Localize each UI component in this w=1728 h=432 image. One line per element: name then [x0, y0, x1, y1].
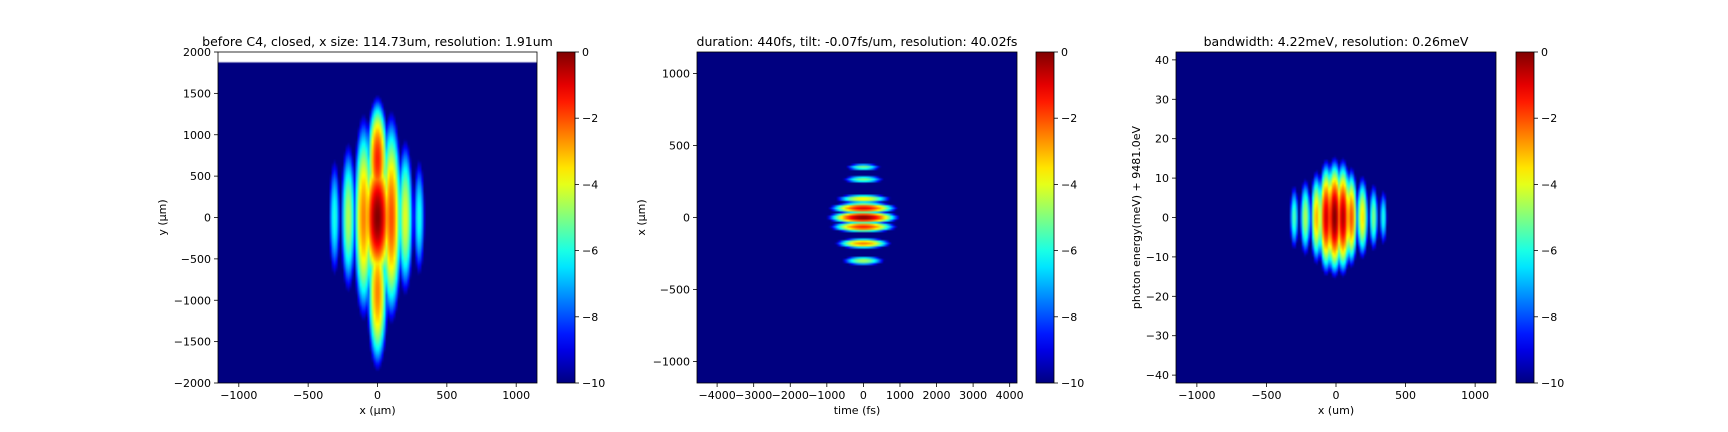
heatmap-image: [218, 52, 537, 383]
panel-title: bandwidth: 4.22meV, resolution: 0.26meV: [1204, 34, 1469, 49]
x-tick-label: 500: [1395, 389, 1416, 402]
x-tick-label: 1000: [1461, 389, 1489, 402]
heatmap-image: [1176, 52, 1496, 383]
y-tick-label: −20: [1146, 290, 1169, 303]
x-tick-label: 0: [860, 389, 867, 402]
x-tick-label: 1000: [886, 389, 914, 402]
colorbar-tick-label: −2: [1541, 112, 1557, 125]
y-tick-label: 20: [1155, 133, 1169, 146]
x-tick-label: −1000: [1178, 389, 1215, 402]
x-tick-label: 4000: [996, 389, 1024, 402]
colorbar-tick-label: −6: [1061, 245, 1077, 258]
beam-profile-panel: −1000 −500 0 500 1000 −2000 −1500 −1000 −500 0 500…: [156, 34, 605, 417]
x-tick-label: −2000: [772, 389, 809, 402]
x-tick-label: 3000: [959, 389, 987, 402]
y-tick-label: 10: [1155, 172, 1169, 185]
colorbar-tick-label: −10: [1061, 377, 1084, 390]
y-tick-label: −1000: [653, 355, 690, 368]
y-tick-label: −1000: [174, 294, 211, 307]
x-tick-label: 2000: [923, 389, 951, 402]
colorbar-tick-label: −10: [582, 377, 605, 390]
colorbar-tick-label: −10: [1541, 377, 1564, 390]
colorbar: [556, 51, 576, 384]
y-tick-label: 40: [1155, 54, 1169, 67]
x-tick-label: −500: [293, 389, 323, 402]
colorbar-tick-label: −8: [1061, 311, 1077, 324]
x-tick-label: 0: [1333, 389, 1340, 402]
y-tick-label: 0: [683, 212, 690, 225]
y-tick-label: −2000: [174, 377, 211, 390]
y-tick-label: −40: [1146, 369, 1169, 382]
x-tick-label: −3000: [735, 389, 772, 402]
y-tick-label: −30: [1146, 330, 1169, 343]
y-tick-label: 1000: [662, 68, 690, 81]
y-tick-label: 2000: [183, 46, 211, 59]
y-tick-label: 0: [204, 212, 211, 225]
colorbar-tick-label: −2: [582, 112, 598, 125]
panel-title: before C4, closed, x size: 114.73um, res…: [202, 34, 553, 49]
colorbar: [1515, 51, 1535, 384]
colorbar-tick-label: −2: [1061, 112, 1077, 125]
y-tick-label: −10: [1146, 251, 1169, 264]
x-tick-label: 0: [374, 389, 381, 402]
colorbar-tick-label: 0: [1061, 46, 1068, 59]
colorbar-tick-label: −6: [582, 245, 598, 258]
y-axis-label: x (μm): [635, 199, 648, 235]
colorbar-tick-label: −4: [1061, 178, 1077, 191]
panel-title: duration: 440fs, tilt: -0.07fs/um, resol…: [697, 34, 1018, 49]
spectral-profile-panel: −1000 −500 0 500 1000−40−30−20−10010203040ba…: [1130, 34, 1564, 417]
y-tick-label: 500: [190, 170, 211, 183]
colorbar-tick-label: −8: [582, 311, 598, 324]
colorbar-tick-label: −4: [582, 178, 598, 191]
x-tick-label: −1000: [808, 389, 845, 402]
colorbar-tick-label: −4: [1541, 178, 1557, 191]
temporal-profile-panel: −4000 −3000 −2000 −1000 0 1000 2000 3000 4000−10…: [635, 34, 1084, 417]
y-tick-label: −500: [660, 283, 690, 296]
heatmap-image: [697, 52, 1017, 383]
x-tick-label: −4000: [699, 389, 736, 402]
y-tick-label: 1500: [183, 87, 211, 100]
x-tick-label: 1000: [502, 389, 530, 402]
colorbar-tick-label: −8: [1541, 311, 1557, 324]
y-tick-label: 500: [669, 140, 690, 153]
x-tick-label: −500: [1251, 389, 1281, 402]
y-tick-label: 30: [1155, 93, 1169, 106]
x-axis-label: x (μm): [359, 404, 395, 417]
colorbar: [1035, 51, 1055, 384]
x-tick-label: −1000: [220, 389, 257, 402]
colorbar-tick-label: 0: [582, 46, 589, 59]
y-tick-label: 0: [1162, 212, 1169, 225]
y-tick-label: −500: [181, 253, 211, 266]
colorbar-tick-label: 0: [1541, 46, 1548, 59]
x-axis-label: x (um): [1318, 404, 1354, 417]
colorbar-tick-label: −6: [1541, 245, 1557, 258]
x-tick-label: 500: [436, 389, 457, 402]
y-tick-label: 1000: [183, 129, 211, 142]
y-tick-label: −1500: [174, 336, 211, 349]
y-axis-label: photon energy(meV) + 9481.0eV: [1130, 125, 1143, 309]
y-axis-label: y (μm): [156, 199, 169, 235]
x-axis-label: time (fs): [834, 404, 881, 417]
